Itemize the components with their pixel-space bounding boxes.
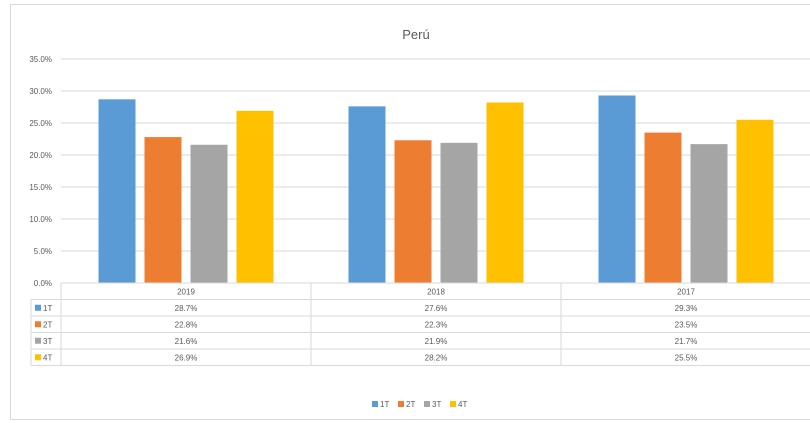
bar-3T-2019 xyxy=(190,144,228,283)
y-tick-label: 0.0% xyxy=(34,279,52,288)
legend-label: 2T xyxy=(406,400,415,409)
legend-key-3T xyxy=(424,401,430,407)
table-series-label: 2T xyxy=(43,321,52,330)
data-label: 23.5% xyxy=(675,321,698,330)
data-label: 22.8% xyxy=(175,321,198,330)
data-label: 21.9% xyxy=(425,337,448,346)
legend: 1T 2T 3T 4T xyxy=(372,400,467,409)
table-legend-key-2T xyxy=(35,321,41,328)
y-tick-label: 10.0% xyxy=(29,215,52,224)
chart-frame: Perú 0.0% 5.0% 10.0% 15.0% 20.0% 25.0% 30.0% 35… xyxy=(10,4,810,420)
bars xyxy=(98,95,774,284)
data-label: 25.5% xyxy=(675,354,698,363)
bar-1T-2017 xyxy=(598,95,636,283)
legend-label: 4T xyxy=(458,400,467,409)
table-legend-key-3T xyxy=(35,337,41,344)
legend-key-1T xyxy=(372,401,378,407)
bar-4T-2017 xyxy=(736,119,774,283)
table-series-label: 4T xyxy=(43,354,52,363)
data-table: 2019 2018 2017 1T 28.7% 27.6% 29.3% 2T 22.8% 22.3… xyxy=(30,282,810,366)
category-label: 2018 xyxy=(427,288,445,297)
bar-1T-2018 xyxy=(348,106,386,283)
category-label: 2019 xyxy=(177,288,195,297)
y-tick-label: 25.0% xyxy=(29,119,52,128)
data-label: 28.7% xyxy=(175,304,198,313)
legend-label: 1T xyxy=(380,400,389,409)
table-series-label: 3T xyxy=(43,337,52,346)
bar-2T-2019 xyxy=(144,137,182,283)
legend-key-2T xyxy=(398,401,404,407)
chart-title: Perú xyxy=(402,27,429,42)
data-label: 26.9% xyxy=(175,354,198,363)
bar-2T-2018 xyxy=(394,140,432,283)
category-label: 2017 xyxy=(677,288,695,297)
y-tick-label: 20.0% xyxy=(29,151,52,160)
bar-4T-2018 xyxy=(486,102,524,284)
data-label: 21.7% xyxy=(675,337,698,346)
y-tick-label: 5.0% xyxy=(34,247,52,256)
data-label: 29.3% xyxy=(675,304,698,313)
table-series-label: 1T xyxy=(43,304,52,313)
table-legend-key-1T xyxy=(35,304,41,311)
data-label: 22.3% xyxy=(425,321,448,330)
data-label: 28.2% xyxy=(425,354,448,363)
bar-3T-2017 xyxy=(690,144,728,283)
y-tick-label: 30.0% xyxy=(29,87,52,96)
y-axis-tick-labels: 0.0% 5.0% 10.0% 15.0% 20.0% 25.0% 30.0% 35.0% xyxy=(29,55,52,288)
bar-4T-2019 xyxy=(236,110,274,283)
data-label: 21.6% xyxy=(175,337,198,346)
legend-label: 3T xyxy=(432,400,441,409)
bar-1T-2019 xyxy=(98,99,136,283)
y-tick-label: 35.0% xyxy=(29,55,52,64)
y-tick-label: 15.0% xyxy=(29,183,52,192)
gridlines xyxy=(61,58,810,284)
data-label: 27.6% xyxy=(425,304,448,313)
table-legend-key-4T xyxy=(35,354,41,361)
bar-3T-2018 xyxy=(440,142,478,283)
bar-2T-2017 xyxy=(644,132,682,283)
legend-key-4T xyxy=(450,401,456,407)
